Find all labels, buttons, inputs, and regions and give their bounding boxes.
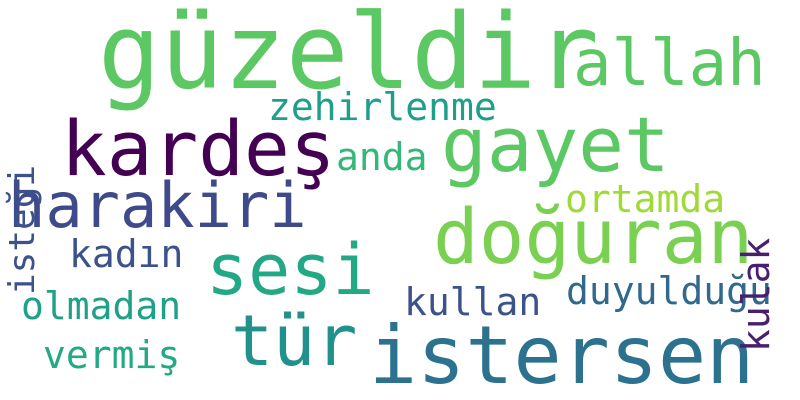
word-zehirlenme: zehirlenme: [268, 85, 497, 129]
word-vermis: vermiş: [43, 333, 181, 377]
word-olmadan: olmadan: [21, 284, 182, 328]
word-ortamda: ortamda: [565, 177, 726, 221]
word-duyuldugu: duyulduğu: [566, 269, 772, 313]
word-gayet: gayet: [441, 100, 670, 189]
word-istersen: istersen: [369, 309, 755, 400]
word-sesi: sesi: [206, 229, 375, 311]
word-harakiri: harakiri: [8, 169, 307, 242]
word-doguran: doğuran: [433, 192, 754, 281]
word-kulak: kulak: [734, 237, 778, 352]
word-kadin: kadın: [69, 232, 184, 276]
word-kullan: kullan: [404, 280, 542, 324]
word-tur: tür: [231, 300, 358, 382]
word-guzeldir: güzeldir: [98, 0, 599, 113]
word-istegi: isteği: [2, 164, 43, 295]
word-anda: anda: [336, 135, 428, 179]
word-allah: allah: [573, 27, 766, 101]
word-kardes: kardeş: [61, 104, 336, 193]
